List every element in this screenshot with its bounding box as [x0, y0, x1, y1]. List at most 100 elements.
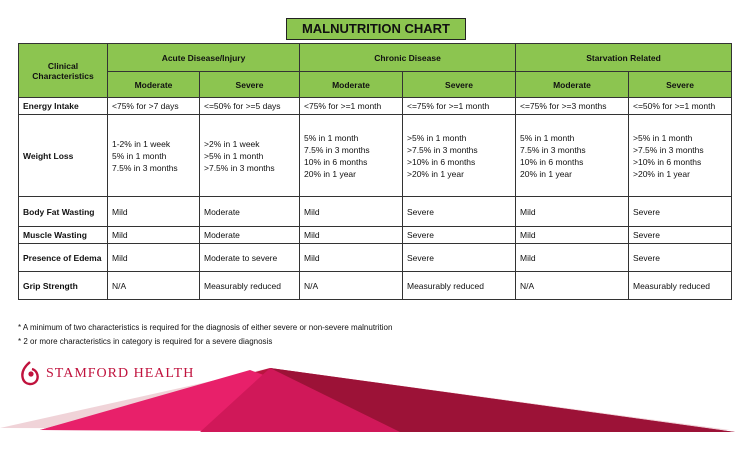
cell-line: Mild — [520, 230, 536, 240]
cell-line: >5% in 1 month — [633, 132, 693, 143]
table-cell: Measurably reduced — [402, 271, 516, 300]
cell-line: 7.5% in 3 months — [520, 144, 586, 155]
cell-line: 5% in 1 month — [112, 150, 167, 161]
footnote: * A minimum of two characteristics is re… — [18, 323, 393, 332]
cell-line: N/A — [520, 280, 535, 291]
table-cell: 1-2% in 1 week 5% in 1 month 7.5% in 3 mon… — [107, 114, 200, 197]
table-cell: 5% in 1 month 7.5% in 3 months 10% in 6 mo… — [299, 114, 403, 197]
table-cell: 5% in 1 month 7.5% in 3 months 10% in 6 mo… — [515, 114, 629, 197]
table-cell: <75% for >=1 month — [299, 97, 403, 115]
cell-line: <=50% for >=1 month — [633, 101, 716, 111]
table-cell: <75% for >7 days — [107, 97, 200, 115]
row-label: Energy Intake — [18, 97, 108, 115]
cell-line: >20% in 1 year — [633, 168, 690, 179]
cell-line: N/A — [304, 280, 319, 291]
table-cell: Mild — [299, 196, 403, 227]
table-cell: Measurably reduced — [627, 271, 733, 300]
cell-line: >7.5% in 3 months — [204, 162, 275, 173]
row-label: Grip Strength — [18, 271, 108, 300]
table-cell: Measurably reduced — [199, 271, 300, 300]
table-row: Grip Strength N/A Measurably reduced N/A Mea… — [18, 271, 733, 300]
cell-line: Measurably reduced — [407, 280, 485, 291]
cell-line: <=75% for >=1 month — [407, 101, 490, 111]
cell-line: Mild — [112, 252, 128, 263]
table-row: Energy Intake <75% for >7 days <=50% for >… — [18, 97, 733, 115]
table-cell: >5% in 1 month >7.5% in 3 months >10% in 6… — [627, 114, 733, 197]
cell-line: >7.5% in 3 months — [407, 144, 478, 155]
table-cell: Moderate — [199, 226, 300, 244]
table-cell: <=50% for >=5 days — [199, 97, 300, 115]
cell-line: >10% in 6 months — [407, 156, 476, 167]
table-cell: Moderate — [199, 196, 300, 227]
cell-line: Moderate to severe — [204, 252, 278, 263]
cell-line: 10% in 6 months — [304, 156, 368, 167]
table-cell: Mild — [107, 196, 200, 227]
cell-line: Mild — [304, 206, 320, 217]
table-cell: Mild — [515, 226, 629, 244]
cell-line: 5% in 1 month — [520, 132, 575, 143]
cell-line: Mild — [520, 252, 536, 263]
cell-line: Measurably reduced — [633, 280, 711, 291]
table-cell: Severe — [627, 196, 733, 227]
banner-shape-maroon — [270, 368, 735, 432]
cell-line: 20% in 1 year — [304, 168, 356, 179]
cell-line: Severe — [407, 252, 434, 263]
table-row: Presence of Edema Mild Moderate to severe M… — [18, 243, 733, 272]
stamford-health-logo-icon — [21, 361, 39, 386]
table-cell: Severe — [627, 243, 733, 272]
cell-line: Mild — [112, 206, 128, 217]
table-cell: Severe — [402, 196, 516, 227]
footnote: * 2 or more characteristics in category … — [18, 337, 273, 346]
table-cell: Mild — [299, 226, 403, 244]
table-cell: Mild — [515, 243, 629, 272]
table-row: Muscle Wasting Mild Moderate Mild Severe Mild… — [18, 226, 733, 244]
table-cell: N/A — [299, 271, 403, 300]
table-cell: <=50% for >=1 month — [627, 97, 733, 115]
row-label: Muscle Wasting — [18, 226, 108, 244]
cell-line: Moderate — [204, 206, 240, 217]
table-cell: Severe — [402, 226, 516, 244]
cell-line: Moderate — [204, 230, 240, 240]
cell-line: N/A — [112, 280, 127, 291]
table-cell: Moderate to severe — [199, 243, 300, 272]
cell-line: <75% for >=1 month — [304, 101, 382, 111]
table-cell: Mild — [515, 196, 629, 227]
cell-line: Mild — [520, 206, 536, 217]
row-label: Presence of Edema — [18, 243, 108, 272]
table-cell: Mild — [107, 226, 200, 244]
cell-line: Mild — [304, 252, 320, 263]
cell-line: >10% in 6 months — [633, 156, 702, 167]
cell-line: Severe — [633, 206, 660, 217]
cell-line: <=75% for >=3 months — [520, 101, 607, 111]
table-cell: >2% in 1 week >5% in 1 month >7.5% in 3 mo… — [199, 114, 300, 197]
table-cell: Severe — [402, 243, 516, 272]
footnotes: * A minimum of two characteristics is re… — [18, 321, 392, 349]
clinical-characteristics-header: Clinical Characteristics — [18, 43, 108, 98]
cell-line: 10% in 6 months — [520, 156, 584, 167]
cell-line: Severe — [633, 230, 660, 240]
cell-line: 7.5% in 3 months — [304, 144, 370, 155]
cell-line: >2% in 1 week — [204, 138, 260, 149]
table-row: Body Fat Wasting Mild Moderate Mild Severe Mi… — [18, 196, 733, 227]
cell-line: 5% in 1 month — [304, 132, 359, 143]
decorative-banner — [0, 368, 735, 432]
table-cell: N/A — [107, 271, 200, 300]
table-cell: <=75% for >=1 month — [402, 97, 516, 115]
row-label: Body Fat Wasting — [18, 196, 108, 227]
table-cell: <=75% for >=3 months — [515, 97, 629, 115]
sub-header-chronic-moderate: Moderate — [299, 71, 403, 98]
logo-text: STAMFORD HEALTH — [46, 366, 195, 381]
table-cell: Severe — [627, 226, 733, 244]
table-cell: N/A — [515, 271, 629, 300]
cell-line: 1-2% in 1 week — [112, 138, 171, 149]
cell-line: Measurably reduced — [204, 280, 282, 291]
chart-title: MALNUTRITION CHART — [286, 18, 466, 40]
cell-line: Mild — [112, 230, 128, 240]
cell-line: >20% in 1 year — [407, 168, 464, 179]
cell-line: >5% in 1 month — [204, 150, 264, 161]
sub-header-chronic-severe: Severe — [402, 71, 516, 98]
stamford-health-logo: STAMFORD HEALTH — [20, 360, 194, 388]
cell-line: 7.5% in 3 months — [112, 162, 178, 173]
cell-line: >5% in 1 month — [407, 132, 467, 143]
malnutrition-table: Clinical Characteristics Acute Disease/I… — [18, 43, 733, 300]
